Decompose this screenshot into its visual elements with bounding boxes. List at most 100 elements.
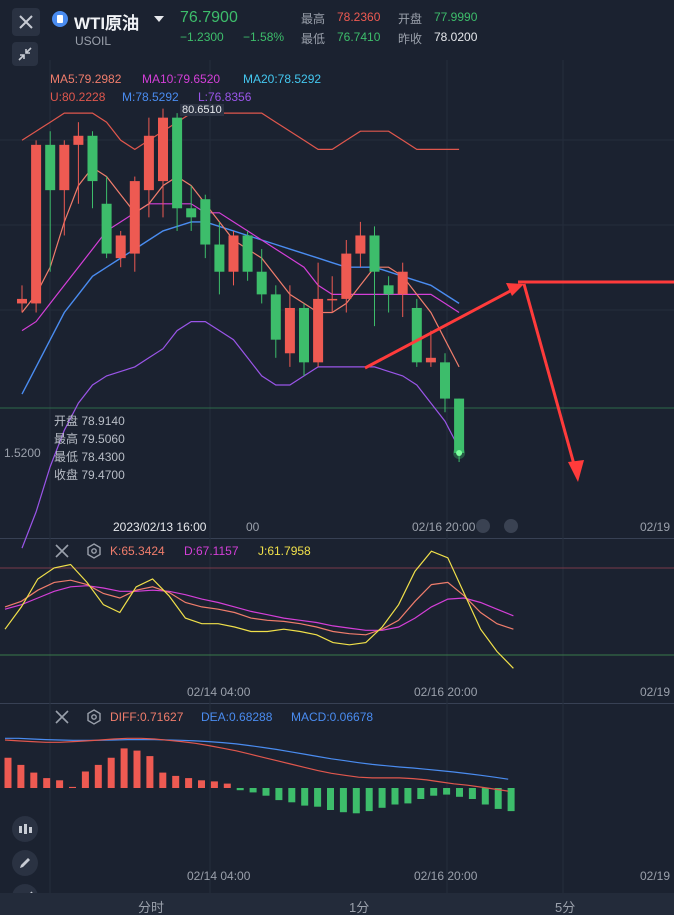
time-axis-partial: 00 — [246, 520, 260, 534]
symbol-code: USOIL — [75, 34, 112, 48]
tab-5min[interactable]: 5分 — [555, 900, 576, 915]
macd-bar — [185, 778, 193, 788]
candle-body — [143, 135, 154, 191]
ma10-legend: MA10:79.6520 — [142, 72, 221, 86]
macd-diff-legend: DIFF:0.71627 — [110, 710, 184, 724]
last-price: 76.7900 — [180, 9, 238, 26]
ma5-line — [21, 166, 460, 368]
ohlc-high: 最高 79.5060 — [54, 432, 125, 446]
candle-body — [256, 271, 267, 295]
candle-body — [383, 285, 394, 295]
macd-bar — [236, 788, 244, 791]
candle-body — [411, 307, 422, 363]
scroll-dot[interactable] — [476, 519, 490, 533]
candle-body — [270, 294, 281, 340]
kdj-d-legend: D:67.1157 — [184, 544, 239, 558]
candle-body — [45, 144, 56, 191]
candle-body — [313, 298, 324, 363]
crosshair-date: 2023/02/13 16:00 — [110, 519, 210, 535]
close-icon[interactable] — [55, 544, 69, 558]
price-change-pct: −1.58% — [243, 30, 285, 44]
macd-bar — [275, 788, 283, 801]
candle-body — [228, 235, 239, 272]
candle-body — [200, 199, 211, 245]
ma5-legend: MA5:79.2982 — [50, 72, 122, 86]
boll-mid-legend: M:78.5292 — [122, 90, 179, 104]
close-icon — [19, 15, 33, 29]
ohlc-close: 收盘 79.4700 — [54, 468, 125, 482]
candle-body — [341, 253, 352, 299]
scroll-dot-active[interactable] — [504, 519, 518, 533]
boll-lower-legend: L:76.8356 — [198, 90, 252, 104]
close-button[interactable] — [12, 8, 40, 36]
collapse-button[interactable] — [12, 42, 38, 66]
macd-bar — [56, 780, 64, 788]
macd-bar — [69, 786, 76, 788]
panel-separator — [0, 703, 674, 704]
annotation-arrowhead — [568, 460, 584, 482]
price-axis-label: 1.5200 — [4, 446, 41, 460]
macd-bar — [404, 788, 412, 804]
settings-icon[interactable] — [86, 709, 102, 725]
time-axis-label: 02/14 04:00 — [187, 869, 251, 883]
macd-bar — [468, 788, 476, 799]
annotation-arrowhead — [506, 283, 524, 296]
candle-body — [87, 135, 98, 182]
settings-icon[interactable] — [86, 543, 102, 559]
macd-bar — [133, 750, 141, 788]
macd-dea-line — [5, 737, 509, 780]
annotation-arrow — [522, 283, 577, 469]
macd-bar — [314, 788, 322, 807]
macd-value-legend: MACD:0.06678 — [291, 710, 374, 724]
kdj-k-line — [4, 579, 514, 636]
symbol-name[interactable]: WTI原油 — [74, 14, 140, 33]
macd-bar — [198, 780, 205, 788]
time-axis-label: 02/16 20:00 — [412, 520, 476, 534]
header-bar: WTI原油 USOIL 76.7900 −1.2300 −1.58% 最高 78… — [0, 0, 674, 56]
macd-bar — [327, 788, 334, 810]
macd-bar — [443, 788, 451, 795]
high-label: 最高 — [301, 12, 326, 26]
boll-mid-line — [21, 221, 460, 395]
candle-body — [397, 271, 408, 295]
macd-bar — [210, 781, 218, 788]
tab-timeshare[interactable]: 分时 — [138, 900, 165, 915]
chart-canvas[interactable] — [0, 0, 674, 893]
candle-body — [73, 135, 84, 145]
low-value: 76.7410 — [337, 30, 381, 44]
macd-diff-line — [4, 737, 509, 792]
tab-1min[interactable]: 1分 — [349, 900, 370, 915]
macd-bar — [365, 788, 373, 812]
draw-button[interactable] — [12, 850, 38, 876]
ma20-legend: MA20:78.5292 — [243, 72, 322, 86]
boll-lower-line — [21, 321, 460, 549]
caret-down-icon[interactable] — [154, 16, 164, 22]
macd-bar — [120, 748, 128, 788]
macd-bar — [262, 788, 270, 796]
macd-bar — [17, 764, 25, 788]
kdj-j-legend: J:61.7958 — [258, 544, 311, 558]
macd-bar — [94, 764, 102, 788]
time-axis-label: 02/14 04:00 — [187, 685, 251, 699]
macd-bar — [481, 788, 489, 805]
candle-body — [172, 117, 183, 209]
time-axis-label: 02/16 20:00 — [414, 685, 478, 699]
candle-body — [355, 235, 366, 254]
macd-bar — [352, 788, 360, 814]
macd-bar — [391, 788, 399, 805]
macd-bar — [172, 775, 180, 788]
candle-body — [440, 362, 450, 399]
candle-body — [101, 203, 112, 254]
time-axis-label: 02/19 — [640, 685, 671, 699]
kdj-k-legend: K:65.3424 — [110, 544, 165, 558]
candle-body — [17, 298, 27, 304]
macd-bar — [494, 788, 502, 809]
close-icon[interactable] — [55, 710, 69, 724]
macd-bar — [30, 772, 38, 788]
candle-body — [299, 307, 309, 363]
high-marker-label: 80.6510 — [180, 104, 224, 116]
candlestick-button[interactable] — [12, 816, 38, 842]
macd-bar — [430, 788, 438, 796]
time-axis-label: 02/16 20:00 — [414, 869, 478, 883]
macd-bar — [146, 756, 154, 788]
